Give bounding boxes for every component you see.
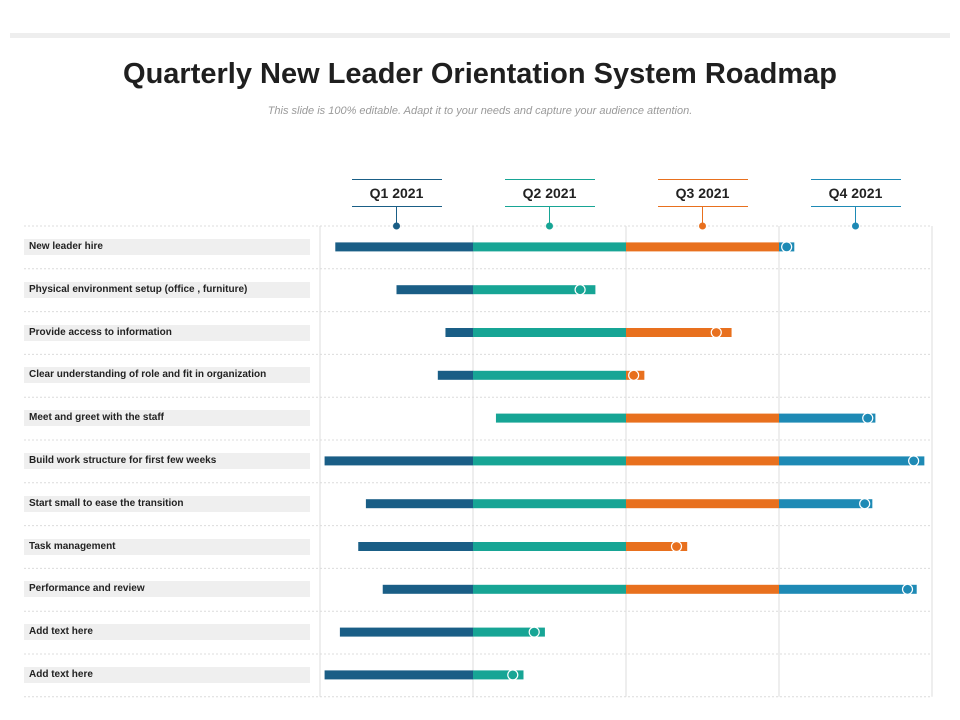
page-subtitle: This slide is 100% editable. Adapt it to… xyxy=(267,105,693,117)
task-bar-segment xyxy=(626,242,779,252)
task-label: Task management xyxy=(24,538,310,555)
quarter-marker-dot xyxy=(852,222,859,230)
task-bar-segment xyxy=(779,584,917,594)
task-label: Clear understanding of role and fit in o… xyxy=(24,367,310,384)
quarter-label: Q4 2021 xyxy=(810,179,901,207)
task-bar-segment xyxy=(324,670,473,680)
task-milestone-marker xyxy=(574,284,586,296)
task-bar-segment xyxy=(473,584,626,594)
task-milestone-marker xyxy=(670,540,683,553)
quarter-marker-dot xyxy=(546,222,553,230)
quarter-marker-dot xyxy=(699,222,706,230)
task-bar-segment xyxy=(473,670,524,680)
task-label: Build work structure for first few weeks xyxy=(24,452,310,469)
task-milestone-marker xyxy=(859,498,871,510)
task-bar-segment xyxy=(473,456,626,466)
task-bar-segment xyxy=(473,542,626,551)
task-bar-segment xyxy=(335,242,473,252)
task-bar-segment xyxy=(473,328,626,337)
task-bar-segment xyxy=(626,584,779,594)
task-milestone-marker xyxy=(528,626,540,638)
top-divider xyxy=(10,33,950,38)
task-label: Add text here xyxy=(24,624,310,641)
task-bar-segment xyxy=(473,242,626,252)
task-bar-segment xyxy=(473,370,626,380)
task-bar-segment xyxy=(626,499,779,509)
page-title: Quarterly New Leader Orientation System … xyxy=(123,58,837,90)
task-bar-segment xyxy=(495,413,626,423)
task-bar-segment xyxy=(473,285,596,295)
task-milestone-marker xyxy=(628,369,640,381)
task-bar-segment xyxy=(365,499,473,509)
task-bar-segment xyxy=(626,542,688,551)
task-milestone-marker xyxy=(507,669,519,681)
quarter-marker-dot xyxy=(393,222,400,230)
task-label: Performance and review xyxy=(24,581,310,598)
task-milestone-marker xyxy=(710,326,722,339)
task-milestone-marker xyxy=(908,455,920,467)
task-bar-segment xyxy=(445,328,473,337)
task-bar-segment xyxy=(437,370,473,380)
task-bar-segment xyxy=(626,413,779,423)
quarter-label: Q2 2021 xyxy=(504,179,595,207)
task-label: New leader hire xyxy=(24,238,310,255)
task-bar-segment xyxy=(396,285,473,295)
task-milestone-marker xyxy=(862,412,874,424)
task-bar-segment xyxy=(473,499,626,509)
task-bar-segment xyxy=(473,627,545,637)
task-label: Physical environment setup (office , fur… xyxy=(24,281,310,298)
quarter-label: Q1 2021 xyxy=(351,179,442,207)
task-milestone-marker xyxy=(901,583,914,595)
task-bar-segment xyxy=(779,499,873,509)
task-label: Meet and greet with the staff xyxy=(24,410,310,427)
task-bar-segment xyxy=(779,413,876,423)
task-bar-segment xyxy=(358,542,473,551)
task-bar-segment xyxy=(626,328,732,337)
task-bar-segment xyxy=(382,584,473,594)
task-bar-segment xyxy=(626,456,779,466)
task-label: Start small to ease the transition xyxy=(24,495,310,512)
task-bar-segment xyxy=(339,627,473,637)
quarter-label: Q3 2021 xyxy=(657,179,748,207)
task-label: Provide access to information xyxy=(24,324,310,341)
task-milestone-marker xyxy=(781,241,793,253)
task-bar-segment xyxy=(779,456,925,466)
task-bar-segment xyxy=(324,456,473,466)
task-label: Add text here xyxy=(24,666,310,683)
